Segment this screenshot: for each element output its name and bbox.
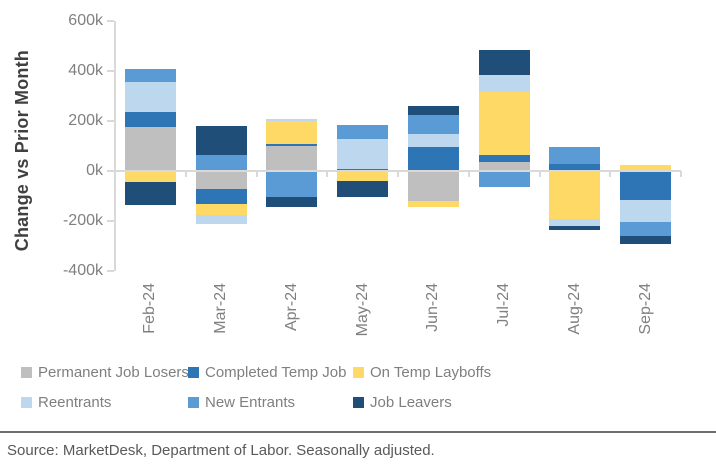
- x-axis-category-label: Aug-24: [565, 283, 583, 335]
- bar-segment: [266, 146, 318, 171]
- bar-segment: [195, 188, 247, 204]
- bar-segment: [407, 147, 459, 171]
- x-axis-category-label: Jul-24: [495, 283, 513, 327]
- y-axis-tick: [107, 20, 114, 22]
- bar-segment: [549, 147, 601, 164]
- legend-swatch-icon: [353, 367, 364, 378]
- y-axis-line: [114, 21, 116, 271]
- legend-label: On Temp Layboffs: [370, 364, 492, 381]
- legend-item: Reentrants: [21, 394, 188, 411]
- y-axis-tick: [107, 70, 114, 72]
- legend-item: Completed Temp Job: [188, 364, 353, 381]
- y-axis-tick: [107, 170, 114, 172]
- bar-segment: [124, 68, 176, 83]
- bar-segment: [124, 112, 176, 128]
- bar-segment: [266, 171, 318, 198]
- bar-segment: [478, 171, 530, 188]
- x-axis-tick: [467, 171, 470, 177]
- x-axis-category-label: Jun-24: [424, 283, 442, 332]
- bar-segment: [478, 154, 530, 163]
- legend-label: Job Leavers: [370, 394, 452, 411]
- bar-segment: [549, 163, 601, 171]
- source-divider-line: [0, 431, 716, 433]
- y-axis-tick-label: 0k: [86, 162, 103, 179]
- x-axis-category-label: Mar-24: [212, 283, 230, 334]
- legend-swatch-icon: [188, 397, 199, 408]
- y-axis-tick-label: -200k: [62, 212, 103, 229]
- legend-item: Permanent Job Losers: [21, 364, 189, 381]
- x-axis-tick: [609, 171, 612, 177]
- bar-segment: [478, 74, 530, 93]
- bar-segment: [266, 121, 318, 144]
- bar-segment: [337, 138, 389, 169]
- bar-segment: [195, 126, 247, 155]
- bar-segment: [337, 168, 389, 171]
- x-axis-tick: [680, 171, 682, 177]
- y-axis-tick-label: 600k: [68, 12, 103, 29]
- bar-segment: [407, 171, 459, 201]
- x-axis-category-label: Feb-24: [141, 283, 159, 334]
- bar-segment: [337, 171, 389, 181]
- bar-segment: [266, 118, 318, 121]
- y-axis-tick: [107, 270, 114, 272]
- bar-segment: [195, 203, 247, 215]
- legend-swatch-icon: [188, 367, 199, 378]
- bar-segment: [549, 218, 601, 226]
- bar-segment: [478, 92, 530, 155]
- x-axis-tick: [397, 171, 399, 177]
- y-axis-tick-label: 200k: [68, 112, 103, 129]
- legend-swatch-icon: [21, 367, 32, 378]
- bar-segment: [620, 199, 672, 223]
- legend-swatch-icon: [21, 397, 32, 408]
- bar-segment: [124, 127, 176, 171]
- x-axis-category-label: Sep-24: [636, 283, 654, 335]
- bar-segment: [620, 236, 672, 244]
- bar-segment: [337, 181, 389, 198]
- bar-segment: [337, 124, 389, 139]
- legend-label: Permanent Job Losers: [38, 364, 189, 381]
- x-axis-tick: [255, 171, 258, 177]
- y-axis-tick-label: -400k: [62, 262, 103, 279]
- x-axis-tick: [538, 171, 541, 177]
- x-axis-tick: [326, 171, 329, 177]
- source-note: Source: MarketDesk, Department of Labor.…: [7, 442, 435, 459]
- legend-item: Job Leavers: [353, 394, 706, 411]
- bar-segment: [620, 164, 672, 171]
- bar-segment: [266, 197, 318, 208]
- legend-label: New Entrants: [205, 394, 296, 411]
- bar-segment: [549, 171, 601, 219]
- y-axis-tick: [107, 120, 114, 122]
- y-axis-tick: [107, 220, 114, 222]
- chart-legend: Permanent Job Losers Completed Temp Job On…: [21, 364, 706, 411]
- bar-segment: [407, 114, 459, 134]
- bar-segment: [549, 226, 601, 230]
- x-axis-tick: [114, 171, 116, 177]
- legend-item: New Entrants: [188, 394, 353, 411]
- legend-item: On Temp Layboffs: [353, 364, 706, 381]
- bar-segment: [195, 154, 247, 171]
- legend-label: Reentrants: [38, 394, 112, 411]
- bar-segment: [124, 82, 176, 113]
- x-axis-category-label: May-24: [353, 283, 371, 337]
- bar-segment: [124, 171, 176, 183]
- bar-segment: [407, 133, 459, 148]
- bar-segment: [195, 171, 247, 189]
- bar-segment: [478, 49, 530, 75]
- bar-segment: [195, 214, 247, 224]
- bar-segment: [478, 162, 530, 171]
- bar-segment: [124, 182, 176, 205]
- legend-label: Completed Temp Job: [205, 364, 347, 381]
- bar-segment: [266, 143, 318, 146]
- x-axis-tick: [184, 171, 187, 177]
- y-axis-tick-label: 400k: [68, 62, 103, 79]
- legend-swatch-icon: [353, 397, 364, 408]
- bar-segment: [620, 222, 672, 236]
- bar-segment: [407, 106, 459, 115]
- x-axis-category-label: Apr-24: [282, 283, 300, 332]
- bar-segment: [620, 171, 672, 200]
- bar-segment: [407, 201, 459, 208]
